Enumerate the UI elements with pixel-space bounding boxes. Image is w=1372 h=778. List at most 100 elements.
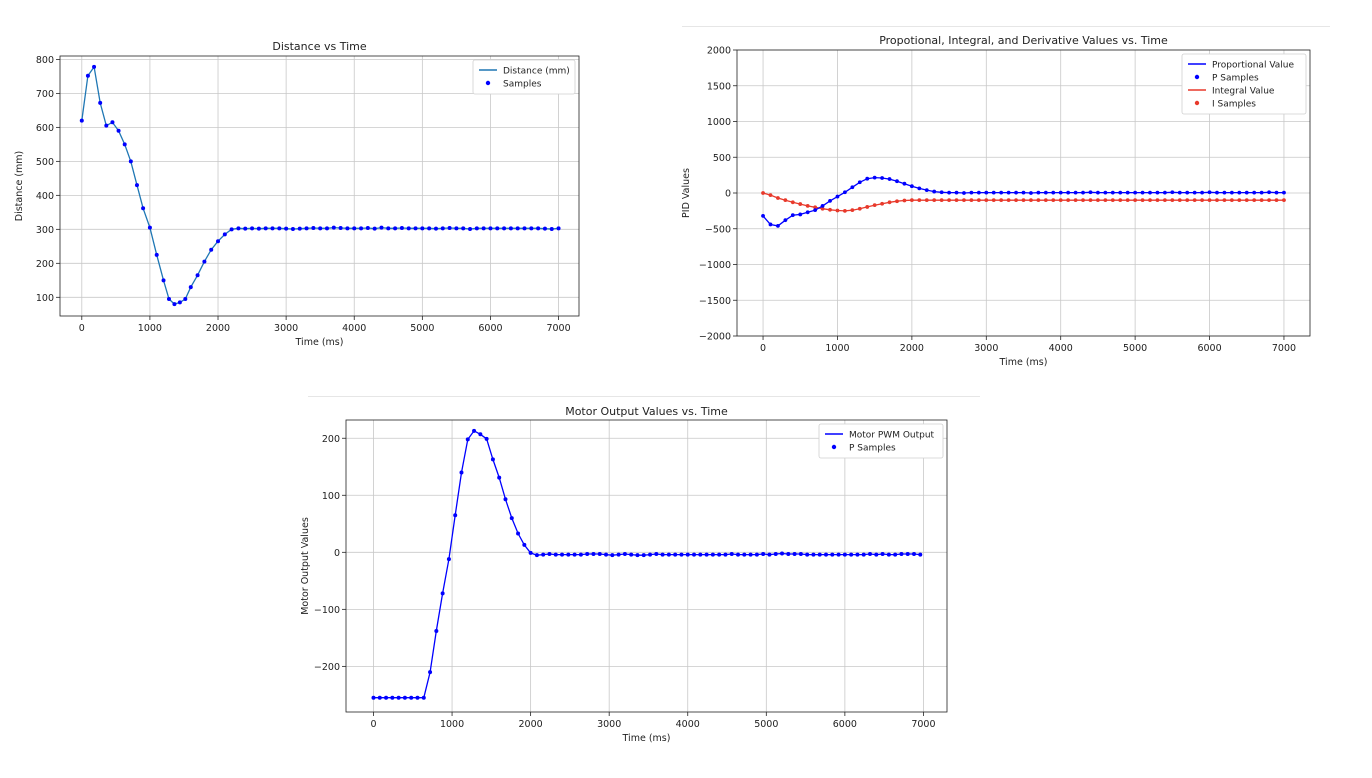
proportional-point <box>850 185 855 190</box>
distance-point <box>263 226 268 231</box>
proportional-point <box>1155 190 1160 195</box>
distance-point <box>345 226 350 231</box>
distance-point <box>85 73 90 78</box>
distance-point <box>474 226 479 231</box>
motor-output-point <box>541 552 546 557</box>
legend-label: Proportional Value <box>1212 61 1294 71</box>
motor-output-point <box>597 552 602 557</box>
integral-point <box>1200 198 1204 203</box>
proportional-point <box>880 176 885 180</box>
proportional-point <box>954 190 959 195</box>
motor-output-point <box>717 552 722 557</box>
proportional-point <box>947 190 951 195</box>
proportional-point <box>1125 190 1130 195</box>
motor-output-line <box>373 429 921 699</box>
legend-label: Integral Value <box>1212 87 1275 97</box>
x-tick-label: 4000 <box>676 719 700 730</box>
integral-point <box>1185 198 1190 203</box>
proportional-point <box>805 210 810 215</box>
distance-point <box>104 123 109 128</box>
integral-point <box>828 207 832 212</box>
proportional-point <box>761 213 765 218</box>
bottom-separator <box>308 396 980 397</box>
proportional-point <box>1081 190 1085 195</box>
integral-point <box>976 198 981 203</box>
proportional-point <box>976 190 981 195</box>
distance-point <box>250 226 255 231</box>
integral-point <box>984 198 989 203</box>
legend-marker-swatch <box>1194 74 1200 80</box>
integral-point <box>991 198 996 203</box>
y-axis-label: Distance (mm) <box>14 151 25 221</box>
integral-point <box>857 206 862 211</box>
motor-output-point <box>641 553 646 558</box>
grid-lines <box>346 420 947 712</box>
motor-output-point <box>792 552 797 557</box>
x-tick-label: 2000 <box>206 323 230 334</box>
integral-point <box>1103 198 1108 203</box>
distance-point <box>454 226 459 231</box>
motor-output-point <box>616 552 621 557</box>
motor-output-point <box>830 552 835 557</box>
legend: Distance (mm) Samples <box>472 59 576 95</box>
proportional-point <box>1029 191 1033 195</box>
distance-point <box>209 247 214 252</box>
integral-point <box>1021 198 1026 203</box>
distance-point <box>488 226 493 231</box>
distance-point <box>141 206 146 211</box>
motor-output-point <box>811 552 816 557</box>
integral-point <box>783 198 788 203</box>
integral-point <box>1244 198 1249 203</box>
distance-point <box>536 226 541 231</box>
x-tick-label: 6000 <box>478 323 502 334</box>
integral-point <box>1110 198 1115 203</box>
motor-output-point <box>566 552 571 557</box>
distance-point <box>166 297 171 302</box>
proportional-point <box>932 189 937 194</box>
proportional-point <box>984 190 989 195</box>
proportional-point <box>1006 190 1011 195</box>
motor-output-point <box>585 552 590 557</box>
x-axis-label: Time (ms) <box>622 733 671 744</box>
distance-point <box>338 225 343 230</box>
integral-point <box>1148 198 1152 203</box>
integral-point <box>1043 198 1048 203</box>
distance-point <box>222 232 227 237</box>
integral-point <box>1252 198 1257 203</box>
distance-point <box>128 159 133 164</box>
proportional-point <box>924 188 929 193</box>
distance-point <box>177 300 182 305</box>
motor-output-point <box>704 552 709 557</box>
distance-point <box>195 273 200 278</box>
motor-output-point <box>446 557 451 562</box>
proportional-point <box>1237 190 1242 195</box>
x-tick-label: 1000 <box>825 343 849 354</box>
motor-output-point <box>673 552 678 557</box>
motor-output-point <box>748 552 753 557</box>
distance-point <box>529 226 534 231</box>
motor-output-point <box>547 552 552 557</box>
proportional-point <box>1200 190 1204 195</box>
x-tick-label: 5000 <box>754 719 778 730</box>
x-tick-label: 4000 <box>1049 343 1073 354</box>
distance-point <box>318 226 323 231</box>
distance-point <box>311 225 316 230</box>
integral-point <box>1051 198 1056 203</box>
integral-point <box>865 205 870 209</box>
integral-point <box>1215 198 1219 203</box>
proportional-point <box>843 190 847 195</box>
motor-output-point <box>780 551 785 556</box>
motor-output-point <box>572 552 577 557</box>
integral-series <box>761 191 1286 213</box>
motor-output-point <box>698 552 703 557</box>
distance-point <box>110 120 115 125</box>
distance-line <box>81 65 559 305</box>
proportional-point <box>1229 190 1234 195</box>
proportional-point <box>813 208 818 213</box>
integral-point <box>1118 198 1123 203</box>
integral-point <box>969 198 974 203</box>
proportional-point <box>1274 190 1279 195</box>
motor-output-point <box>723 552 728 557</box>
distance-point <box>172 302 177 307</box>
motor-output-point <box>490 457 495 462</box>
